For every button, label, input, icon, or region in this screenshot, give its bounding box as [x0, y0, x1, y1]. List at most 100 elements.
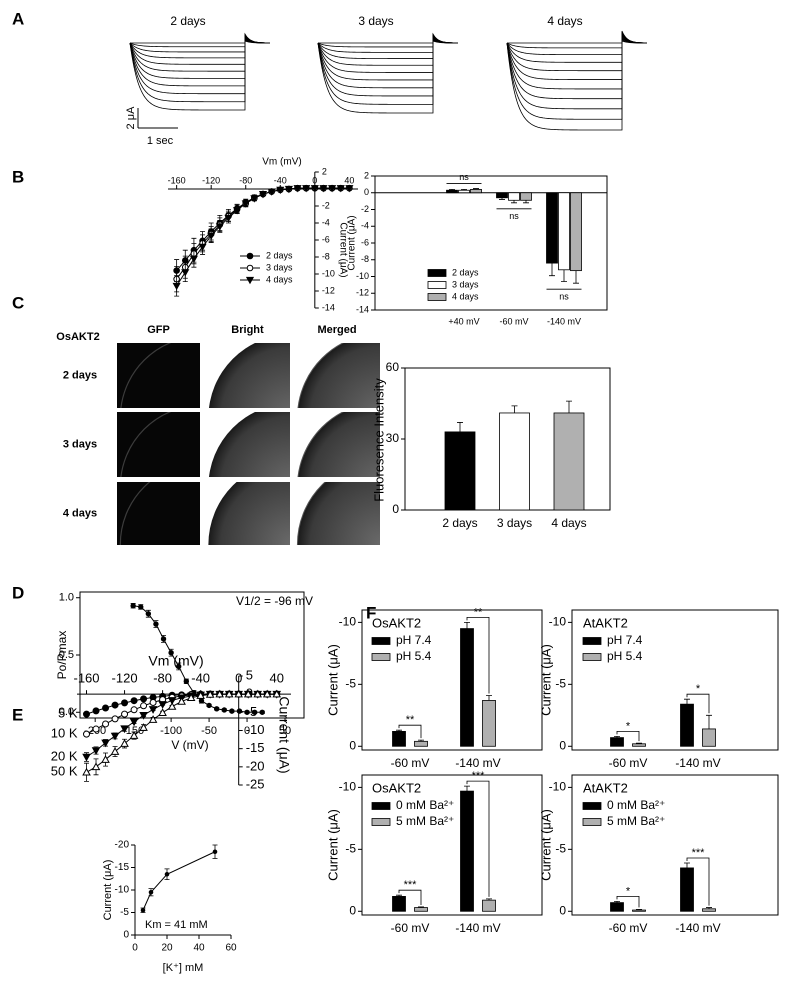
- x-tick-label: 40: [344, 175, 354, 185]
- y-tick-label: -10: [549, 780, 567, 794]
- marker: [101, 739, 110, 748]
- bar: [553, 412, 585, 511]
- bar: [680, 703, 694, 747]
- current-trace: [129, 37, 271, 65]
- y-tick-label: 0: [392, 502, 399, 516]
- marker: [241, 200, 250, 208]
- legend-marker: [246, 252, 254, 260]
- y-axis-label: Current (μA): [276, 696, 292, 773]
- y-tick-label: 0.5: [59, 649, 74, 661]
- bar: [520, 192, 532, 201]
- y-tick-label: 30: [386, 431, 400, 445]
- trace-condition: 4 days: [547, 14, 582, 28]
- error-bar: [566, 400, 572, 413]
- legend-label: pH 5.4: [396, 649, 432, 663]
- y-tick-label: 0: [349, 738, 356, 752]
- marker: [293, 185, 302, 193]
- x-axis-label: Vm (mV): [262, 157, 301, 168]
- error-bar: [457, 422, 463, 432]
- micrograph: [294, 343, 380, 408]
- bar: [499, 412, 530, 511]
- y-axis-label: Current (μA): [337, 222, 348, 277]
- legend-swatch: [427, 281, 447, 289]
- marker: [111, 701, 119, 709]
- marker: [129, 718, 139, 727]
- marker: [177, 696, 186, 705]
- cell-outline: [296, 482, 326, 545]
- marker: [196, 691, 205, 699]
- error-bar: [396, 729, 402, 732]
- marker: [189, 255, 198, 263]
- bar: [632, 743, 646, 747]
- marker: [229, 708, 235, 714]
- current-trace: [506, 32, 648, 100]
- y-tick-label: -12: [322, 285, 335, 295]
- y-tick-label: -20: [246, 758, 265, 773]
- y-tick-label: -20: [115, 840, 130, 851]
- panel-label: B: [12, 167, 24, 186]
- x-tick-label: -150: [122, 725, 144, 737]
- legend-swatch: [582, 802, 602, 810]
- legend-label: 4 days: [266, 274, 293, 284]
- bar: [392, 731, 406, 747]
- x-tick-label: 4 days: [551, 516, 586, 530]
- marker: [148, 715, 158, 723]
- y-tick-label: -10: [322, 268, 335, 278]
- bar: [546, 192, 558, 264]
- legend-label: pH 7.4: [607, 633, 643, 647]
- x-tick-label: 3 days: [497, 516, 532, 530]
- legend-label: 2 days: [266, 250, 293, 260]
- y-tick-label: 0: [559, 903, 566, 917]
- x-tick-label: -120: [202, 175, 220, 185]
- error-bar: [549, 263, 555, 277]
- y-tick-label: -8: [322, 251, 330, 261]
- micrograph: [117, 482, 200, 545]
- error-bar: [511, 200, 517, 204]
- marker: [101, 755, 110, 763]
- x-tick-label: -40: [191, 671, 210, 686]
- bar: [444, 431, 476, 511]
- marker: [110, 732, 120, 741]
- marker: [221, 707, 227, 713]
- marker: [345, 185, 354, 193]
- bar: [482, 700, 496, 747]
- y-tick-label: -25: [246, 776, 265, 791]
- scale-current-label: 2 μA: [125, 106, 137, 130]
- bar: [392, 896, 406, 912]
- error-bar: [614, 735, 620, 738]
- current-trace: [506, 34, 648, 80]
- y-axis-label: Current (μA): [347, 215, 358, 270]
- image-background: [117, 343, 200, 408]
- marker: [176, 663, 182, 670]
- error-bar: [499, 197, 505, 200]
- significance-label: **: [474, 606, 483, 618]
- y-tick-label: -5: [345, 677, 356, 691]
- marker: [82, 767, 91, 776]
- micrograph: [205, 482, 290, 545]
- y-tick-label: 0: [559, 738, 566, 752]
- error-bar: [573, 270, 579, 284]
- legend-label: 4 days: [452, 291, 479, 301]
- annotation: Km = 41 mM: [145, 919, 208, 931]
- y-tick-label: 0.0: [59, 706, 74, 718]
- error-bar: [636, 742, 642, 744]
- marker: [186, 693, 196, 702]
- significance-label: ***: [472, 770, 486, 782]
- error-bar: [486, 898, 492, 901]
- current-trace: [506, 30, 648, 131]
- significance-label: *: [626, 885, 631, 897]
- marker: [129, 731, 139, 739]
- current-trace: [507, 40, 648, 44]
- trace-condition: 2 days: [170, 14, 205, 28]
- marker: [251, 709, 258, 715]
- marker: [158, 708, 167, 716]
- bar: [508, 192, 520, 201]
- marker: [130, 706, 138, 714]
- marker: [224, 214, 233, 223]
- marker: [319, 185, 328, 193]
- marker: [158, 701, 167, 709]
- cell-body: [208, 482, 290, 545]
- y-tick-label: -5: [345, 842, 356, 856]
- legend-label: pH 7.4: [396, 633, 432, 647]
- x-tick-label: 60: [225, 943, 237, 954]
